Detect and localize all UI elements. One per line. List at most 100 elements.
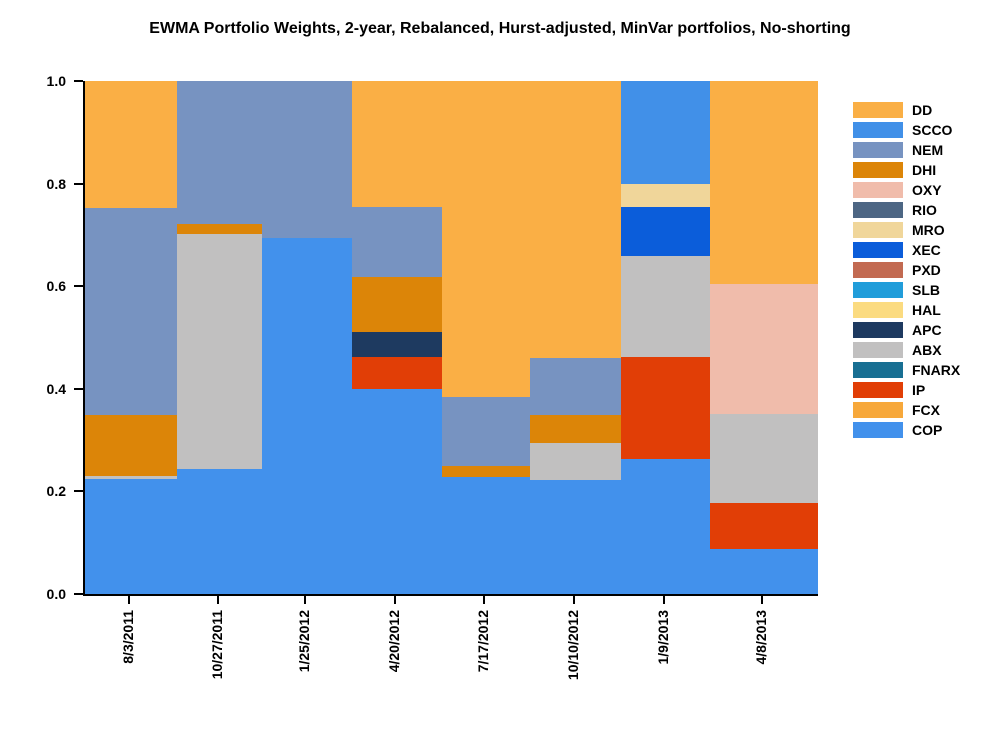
legend-label: XEC <box>912 242 941 258</box>
bar-segment-ABX <box>85 476 177 480</box>
x-tick-mark <box>127 596 130 604</box>
legend-item-NEM: NEM <box>853 142 960 158</box>
x-tick-mark <box>216 596 219 604</box>
y-tick-label: 1.0 <box>46 73 66 89</box>
plot-area <box>83 81 818 596</box>
bar-segment-COP <box>352 388 442 594</box>
bar-segment-DHI <box>85 414 177 477</box>
legend-item-PXD: PXD <box>853 262 960 278</box>
legend-label: APC <box>912 322 942 338</box>
legend-item-APC: APC <box>853 322 960 338</box>
legend-label: OXY <box>912 182 942 198</box>
bar-segment-IP <box>352 357 442 389</box>
stacked-column-10/10/2012 <box>530 81 621 594</box>
legend-item-DD: DD <box>853 102 960 118</box>
y-tick-mark <box>74 490 83 493</box>
y-tick-mark <box>74 593 83 595</box>
legend-label: COP <box>912 422 943 438</box>
bar-segment-DHI <box>530 415 621 444</box>
legend-item-IP: IP <box>853 382 960 398</box>
legend-label: DHI <box>912 162 937 178</box>
legend-color-swatch <box>853 422 903 438</box>
legend-label: ABX <box>912 342 942 358</box>
legend-color-swatch <box>853 342 903 358</box>
stacked-column-1/9/2013 <box>620 81 710 594</box>
bar-segment-IP <box>709 503 818 549</box>
x-tick-mark <box>662 596 665 604</box>
x-axis-ticks <box>83 596 816 604</box>
legend-color-swatch <box>853 302 903 318</box>
bar-segment-DHI <box>176 224 262 234</box>
x-axis-date-label: 1/9/2013 <box>654 610 671 665</box>
bar-segment-COP <box>709 548 818 594</box>
bar-segment-COP <box>530 480 621 594</box>
legend-label: DD <box>912 102 933 118</box>
y-tick-label: 0.4 <box>46 380 66 397</box>
x-tick-mark <box>394 596 397 604</box>
x-axis-labels: 8/3/2011 10/27/2011 1/25/2012 4/20/2012 7/17… <box>83 610 816 710</box>
bar-segment-COP <box>176 468 262 594</box>
legend-color-swatch <box>853 162 903 178</box>
legend-item-OXY: OXY <box>853 182 960 198</box>
bar-segment-NEM <box>262 81 352 238</box>
x-tick-mark <box>572 596 575 604</box>
legend-item-RIO: RIO <box>853 202 960 218</box>
bar-segment-COP <box>620 459 710 594</box>
legend-item-SCCO: SCCO <box>853 122 960 138</box>
stacked-column-10/27/2011 <box>176 81 262 594</box>
legend-label: HAL <box>912 302 941 318</box>
x-axis-date-label: 10/10/2012 <box>564 610 581 681</box>
bar-segment-XEC <box>620 207 710 256</box>
bar-segment-IP <box>620 357 710 460</box>
y-tick-mark <box>74 80 83 82</box>
legend-label: RIO <box>912 202 937 218</box>
legend-item-FCX: FCX <box>853 402 960 418</box>
y-tick-label: 0.2 <box>46 483 66 500</box>
legend-label: MRO <box>912 222 945 238</box>
bar-segment-DD <box>352 81 442 208</box>
legend-label: NEM <box>912 142 944 158</box>
legend-color-swatch <box>853 322 903 338</box>
x-axis-date-label: 8/3/2011 <box>119 610 136 664</box>
x-axis-date-label: 1/25/2012 <box>296 610 313 673</box>
y-tick-mark <box>74 285 83 288</box>
legend: DD SCCO NEM DHI OXY RIO MRO XEC PXD SLB HAL APC ABX F… <box>853 102 960 442</box>
legend-color-swatch <box>853 122 903 138</box>
legend-color-swatch <box>853 142 903 158</box>
y-axis: 0.0 0.2 0.4 0.6 0.8 1.0 <box>0 73 83 602</box>
legend-item-DHI: DHI <box>853 162 960 178</box>
y-tick-label: 0.6 <box>46 278 66 295</box>
x-axis-date-label: 7/17/2012 <box>475 610 492 673</box>
legend-color-swatch <box>853 242 903 258</box>
bar-segment-ABX <box>620 255 710 358</box>
legend-color-swatch <box>853 222 903 238</box>
stacked-column-4/20/2012 <box>352 81 442 594</box>
bar-segment-APC <box>352 331 442 358</box>
bar-segment-ABX <box>530 443 621 481</box>
legend-label: IP <box>912 382 926 398</box>
legend-item-XEC: XEC <box>853 242 960 258</box>
stacked-column-8/3/2011 <box>85 81 177 594</box>
legend-color-swatch <box>853 362 903 378</box>
bar-segment-MRO <box>620 184 710 208</box>
y-tick-label: 0.0 <box>46 586 66 602</box>
stacked-column-1/25/2012 <box>262 81 352 594</box>
bar-segment-NEM <box>85 207 177 415</box>
stacked-column-7/17/2012 <box>442 81 531 594</box>
stacked-columns <box>85 81 818 594</box>
legend-item-SLB: SLB <box>853 282 960 298</box>
legend-color-swatch <box>853 202 903 218</box>
legend-label: SCCO <box>912 122 953 138</box>
y-tick-mark <box>74 387 83 390</box>
bar-segment-NEM <box>176 81 262 225</box>
legend-label: PXD <box>912 262 941 278</box>
bar-segment-DD <box>85 81 177 208</box>
bar-segment-COP <box>262 237 352 594</box>
legend-color-swatch <box>853 402 903 418</box>
legend-item-ABX: ABX <box>853 342 960 358</box>
bar-segment-ABX <box>176 233 262 469</box>
legend-color-swatch <box>853 102 903 118</box>
stacked-column-4/8/2013 <box>709 81 818 594</box>
x-tick-mark <box>483 596 486 604</box>
